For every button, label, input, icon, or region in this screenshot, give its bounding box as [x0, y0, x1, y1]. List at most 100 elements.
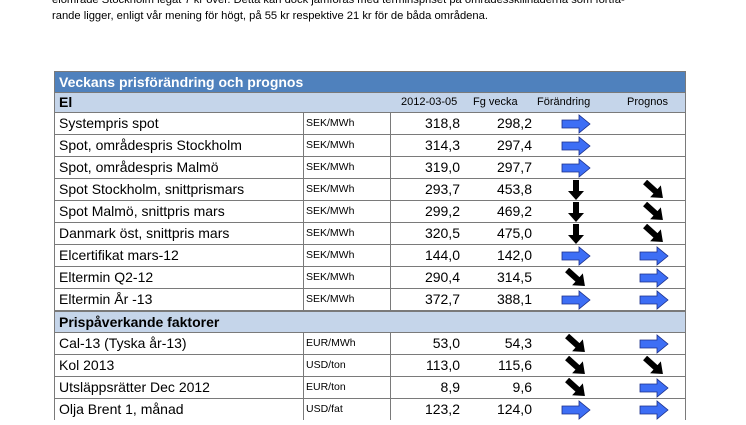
header-prev-week: Fg vecka	[473, 96, 518, 108]
forecast-arrow-right-icon	[639, 378, 669, 398]
forecast-arrow-right-icon	[639, 246, 669, 266]
change-arrow-right-icon	[561, 290, 591, 310]
row-value-prev-week: 297,4	[496, 137, 532, 153]
row-value-current: 293,7	[424, 181, 460, 197]
forecast-arrow-down-right-icon	[639, 355, 669, 376]
row-value-prev-week: 475,0	[496, 225, 532, 241]
row-unit: SEK/MWh	[304, 245, 391, 266]
change-arrow-down-icon	[561, 180, 591, 200]
el-rows: Systempris spot SEK/MWh 318,8 298,2 Spot, om…	[55, 113, 685, 311]
row-value-current: 318,8	[424, 115, 460, 131]
table-row: Eltermin Q2-12 SEK/MWh 290,4 314,5	[55, 267, 685, 289]
row-unit: SEK/MWh	[304, 179, 391, 200]
row-value-prev-week: 54,3	[504, 335, 532, 351]
header-forecast: Prognos	[627, 96, 668, 108]
row-value-prev-week: 142,0	[496, 247, 532, 263]
forecast-arrow-down-right-icon	[639, 179, 669, 200]
row-unit: SEK/MWh	[304, 267, 391, 288]
row-name: Eltermin Q2-12	[55, 267, 304, 288]
section-price-factors: Prispåverkande faktorer	[55, 311, 685, 333]
row-value-current: 372,7	[424, 291, 460, 307]
forecast-arrow-right-icon	[639, 400, 669, 420]
row-value-prev-week: 388,1	[496, 291, 532, 307]
header-title: El	[59, 94, 73, 110]
intro-text: elområde Stockholm legat 7 kr över. Dett…	[52, 0, 712, 24]
change-arrow-right-icon	[561, 114, 591, 134]
row-value-current: 320,5	[424, 225, 460, 241]
row-unit: SEK/MWh	[304, 157, 391, 178]
row-unit: EUR/MWh	[304, 333, 391, 354]
row-name: Cal-13 (Tyska år-13)	[55, 333, 304, 354]
table-row: Danmark öst, snittpris mars SEK/MWh 320,5 4…	[55, 223, 685, 245]
row-value-current: 319,0	[424, 159, 460, 175]
row-unit: USD/ton	[304, 355, 391, 376]
forecast-arrow-down-right-icon	[639, 223, 669, 244]
change-arrow-down-right-icon	[561, 355, 591, 376]
row-name: Utsläppsrätter Dec 2012	[55, 377, 304, 398]
intro-line-1: elområde Stockholm legat 7 kr över. Dett…	[52, 0, 625, 6]
row-value-prev-week: 298,2	[496, 115, 532, 131]
table-row: Kol 2013 USD/ton 113,0 115,6	[55, 355, 685, 377]
header-change: Förändring	[537, 96, 591, 108]
change-arrow-down-right-icon	[561, 267, 591, 288]
row-unit: SEK/MWh	[304, 201, 391, 222]
row-name: Olja Brent 1, månad	[55, 399, 304, 420]
table-row: Eltermin År -13 SEK/MWh 372,7 388,1	[55, 289, 685, 311]
intro-line-2: rande ligger, enligt vår mening för högt…	[52, 9, 488, 22]
row-unit: USD/fat	[304, 399, 391, 420]
row-name: Danmark öst, snittpris mars	[55, 223, 304, 244]
row-value-prev-week: 124,0	[496, 401, 532, 417]
row-name: Spot Malmö, snittpris mars	[55, 201, 304, 222]
row-value-current: 8,9	[440, 379, 460, 395]
row-name: Kol 2013	[55, 355, 304, 376]
row-unit: SEK/MWh	[304, 113, 391, 134]
forecast-arrow-right-icon	[639, 290, 669, 310]
change-arrow-down-right-icon	[561, 333, 591, 354]
row-unit: SEK/MWh	[304, 223, 391, 244]
change-arrow-right-icon	[561, 136, 591, 156]
row-value-prev-week: 9,6	[512, 379, 532, 395]
row-value-current: 299,2	[424, 203, 460, 219]
table-row: Spot Stockholm, snittprismars SEK/MWh 293,…	[55, 179, 685, 201]
table-row: Utsläppsrätter Dec 2012 EUR/ton 8,9 9,6	[55, 377, 685, 399]
row-value-current: 53,0	[432, 335, 460, 351]
row-value-prev-week: 115,6	[498, 357, 532, 373]
table-row: Elcertifikat mars-12 SEK/MWh 144,0 142,0	[55, 245, 685, 267]
row-unit: SEK/MWh	[304, 135, 391, 156]
factor-rows: Cal-13 (Tyska år-13) EUR/MWh 53,0 54,3 Kol 2…	[55, 333, 685, 420]
forecast-arrow-down-right-icon	[639, 201, 669, 222]
row-name: Systempris spot	[55, 113, 304, 134]
forecast-arrow-right-icon	[639, 268, 669, 288]
row-value-current: 290,4	[424, 269, 460, 285]
row-name: Eltermin År -13	[55, 289, 304, 310]
table-banner: Veckans prisförändring och prognos	[55, 72, 685, 92]
row-name: Spot, områdespris Malmö	[55, 157, 304, 178]
table-row: Spot Malmö, snittpris mars SEK/MWh 299,2 46…	[55, 201, 685, 223]
table-row: Cal-13 (Tyska år-13) EUR/MWh 53,0 54,3	[55, 333, 685, 355]
table-row: Spot, områdespris Stockholm SEK/MWh 314,3 2…	[55, 135, 685, 157]
row-value-current: 113,0	[426, 357, 460, 373]
price-table: Veckans prisförändring och prognos El 20…	[54, 71, 686, 420]
change-arrow-right-icon	[561, 246, 591, 266]
change-arrow-right-icon	[561, 158, 591, 178]
row-value-prev-week: 314,5	[496, 269, 532, 285]
row-value-current: 314,3	[424, 137, 460, 153]
change-arrow-down-right-icon	[561, 377, 591, 398]
row-value-current: 123,2	[424, 401, 460, 417]
change-arrow-right-icon	[561, 400, 591, 420]
table-row: Systempris spot SEK/MWh 318,8 298,2	[55, 113, 685, 135]
header-date: 2012-03-05	[401, 96, 458, 108]
change-arrow-down-icon	[561, 202, 591, 222]
table-row: Spot, områdespris Malmö SEK/MWh 319,0 297,7	[55, 157, 685, 179]
forecast-arrow-right-icon	[639, 334, 669, 354]
row-value-prev-week: 453,8	[496, 181, 532, 197]
row-unit: EUR/ton	[304, 377, 391, 398]
row-value-prev-week: 297,7	[496, 159, 532, 175]
row-name: Spot Stockholm, snittprismars	[55, 179, 304, 200]
table-row: Olja Brent 1, månad USD/fat 123,2 124,0	[55, 399, 685, 420]
row-value-prev-week: 469,2	[496, 203, 532, 219]
row-unit: SEK/MWh	[304, 289, 391, 310]
change-arrow-down-icon	[561, 224, 591, 244]
row-name: Spot, områdespris Stockholm	[55, 135, 304, 156]
table-header: El 2012-03-05 Fg vecka Förändring Progno…	[55, 92, 685, 113]
